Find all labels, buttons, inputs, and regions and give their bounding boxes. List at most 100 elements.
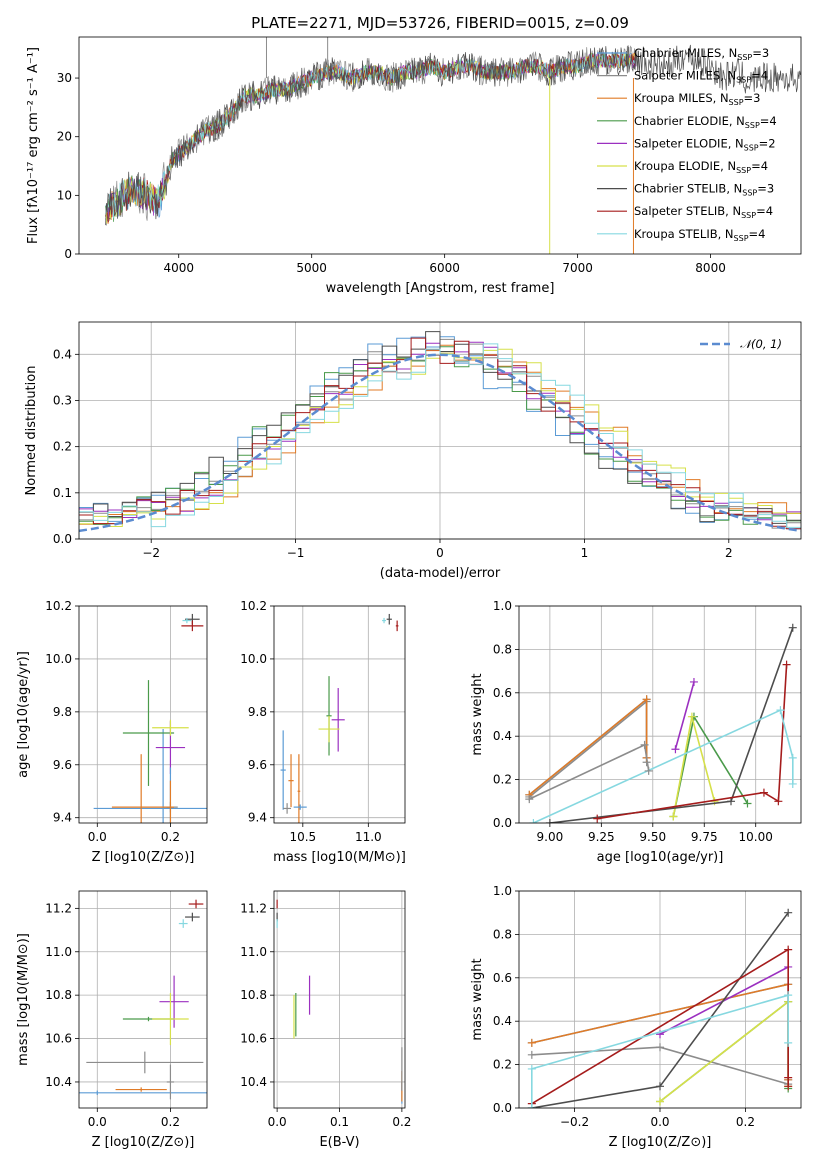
spectrum-legend: Chabrier MILES, NSSP=3 Salpeter MILES, NS…: [597, 46, 777, 243]
weight_vs_age-xlabel: age [log10(age/yr)]: [597, 850, 724, 865]
spectrum-xtick-label: 7000: [562, 261, 593, 275]
mass_vs_EBV-xlabel: E(B-V): [319, 1135, 359, 1150]
weight_vs_age-xtick-label: 9.25: [588, 830, 615, 844]
weight_vs_Z-ytick-label: 0.2: [493, 1058, 512, 1072]
legend-label-count: =4: [756, 204, 773, 218]
weight_vs_age-marker: [774, 797, 783, 806]
weight_vs_Z-marker: [527, 1064, 536, 1073]
age_vs_mass-point: [293, 804, 307, 810]
mass_vs_EBV-xtick-label: 0.2: [392, 1115, 411, 1129]
weight_vs_age-marker: [593, 814, 602, 823]
weight_vs_age-series-8: [533, 709, 794, 823]
age_vs_Z-ylabel: age [log10(age/yr)]: [16, 651, 31, 778]
age_vs_Z-ytick-label: 9.4: [53, 811, 72, 825]
weight_vs_Z-marker: [656, 1082, 664, 1091]
weight_vs_age-marker: [525, 795, 534, 804]
age_vs_mass-point: [382, 617, 387, 624]
legend-label: Salpeter MILES, NSSP=4: [634, 69, 768, 85]
age_vs_mass-ytick-label: 10.2: [240, 599, 267, 613]
legend-label: Kroupa STELIB, NSSP=4: [634, 227, 765, 243]
legend-label: Chabrier ELODIE, NSSP=4: [634, 114, 777, 130]
spectrum-xtick-label: 4000: [163, 261, 194, 275]
age_vs_mass-ytick-label: 10.0: [240, 652, 267, 666]
residuals-xlabel: (data-model)/error: [380, 566, 501, 581]
mass_vs_Z-point: [185, 912, 200, 922]
weight_vs_age-series-1: [528, 699, 648, 798]
legend-label-count: =4: [749, 227, 766, 241]
age_vs_Z-ytick-label: 9.6: [53, 758, 72, 772]
residuals-ytick-label: 0.1: [53, 486, 72, 500]
weight_vs_age-marker: [788, 623, 797, 632]
mass_vs_Z-point: [152, 992, 189, 1046]
residuals-ytick-label: 0.4: [53, 347, 72, 361]
mass_vs_Z-ytick-label: 11.2: [45, 901, 72, 915]
age_vs_Z-xtick-label: 0.2: [161, 830, 180, 844]
age_vs_mass-xtick-label: 10.5: [289, 830, 316, 844]
age_vs_Z-ytick-label: 9.8: [53, 705, 72, 719]
weight_vs_age-xtick-label: 10.00: [739, 830, 773, 844]
weight_vs_Z-marker: [784, 1082, 793, 1091]
age_vs_Z-point: [93, 729, 207, 823]
mass_vs_Z-point: [178, 919, 188, 928]
weight_vs_age-ytick-label: 0.8: [493, 642, 512, 656]
legend-label-sub: SSP: [737, 53, 752, 62]
age_vs_mass-panel: 10.5 11.0 9.4 9.6 9.8 10.0 10.2 mass [log10(M/M…: [240, 599, 406, 865]
legend-label-count: =2: [759, 136, 776, 150]
weight_vs_Z-marker: [784, 945, 793, 954]
weight_vs_age-series-2: [528, 697, 648, 796]
residuals-xtick-label: 0: [436, 546, 444, 560]
mass_vs_EBV-xtick-label: 0.0: [268, 1115, 287, 1129]
weight_vs_age-ytick-label: 0.4: [493, 729, 512, 743]
mass_vs_EBV-ytick-label: 11.2: [240, 901, 267, 915]
weight_vs_Z-ytick-label: 0.6: [493, 971, 512, 985]
spectrum-panel: 4000 5000 6000 7000 8000 0 10 20 30 wavelength [A…: [26, 36, 802, 296]
legend-label: Kroupa ELODIE, NSSP=4: [634, 159, 768, 175]
weight_vs_Z-frame: [518, 890, 802, 1109]
weight_vs_Z-plot-area: [527, 908, 793, 1108]
spectrum-plot-area: [105, 37, 801, 254]
age_vs_Z-xlabel: Z [log10(Z/Z⊙)]: [92, 850, 195, 865]
weight_vs_Z-ytick-label: 1.0: [493, 884, 512, 898]
age_vs_Z-plot-area: [93, 613, 207, 823]
weight_vs_age-xtick-label: 9.00: [537, 830, 564, 844]
mass_vs_Z-point: [159, 975, 189, 1028]
weight_vs_age-series-1: [528, 743, 650, 800]
weight_vs_Z-ytick-label: 0.4: [493, 1014, 512, 1028]
spectrum-ytick-label: 10: [57, 188, 72, 202]
legend-label: Salpeter ELODIE, NSSP=2: [634, 136, 776, 152]
weight_vs_age-marker: [669, 812, 678, 821]
weight_vs_Z-panel: −0.2 0.0 0.2 0.0 0.2 0.4 0.6 0.8 1.0 Z [log10(Z/Z…: [470, 884, 802, 1150]
mass_vs_EBV-ytick-label: 10.8: [240, 988, 267, 1002]
residuals-xtick-label: 2: [725, 546, 733, 560]
age_vs_Z-panel: 0.0 0.2 9.4 9.6 9.8 10.0 10.2 Z [log10(Z/Z⊙)] ag…: [16, 599, 208, 865]
residuals-xtick-label: 1: [581, 546, 589, 560]
age_vs_mass-xlabel: mass [log10(M/M⊙)]: [273, 850, 406, 865]
weight_vs_Z-series-8: [530, 994, 790, 1108]
age_vs_mass-point: [297, 754, 301, 823]
weight_vs_age-ytick-label: 0.6: [493, 686, 512, 700]
mass_vs_Z-panel: 0.0 0.2 10.4 10.6 10.8 11.0 11.2 Z [log10(Z/Z⊙)…: [16, 890, 208, 1150]
mass_vs_Z-xtick-label: 0.2: [161, 1115, 180, 1129]
mass_vs_Z-ytick-label: 11.0: [45, 945, 72, 959]
weight_vs_Z-ytick-label: 0.0: [493, 1101, 512, 1115]
weight_vs_age-marker: [776, 706, 785, 715]
normal-legend-label: 𝒩(0, 1): [740, 337, 782, 351]
weight_vs_age-xtick-label: 9.50: [639, 830, 666, 844]
mass_vs_Z-frame: [78, 890, 208, 1109]
spectrum-series-6: [105, 44, 801, 226]
weight_vs_age-ytick-label: 0.0: [493, 816, 512, 830]
weight_vs_age-marker: [671, 745, 680, 754]
weight_vs_age-marker: [545, 819, 554, 823]
weight_vs_age-ytick-label: 0.2: [493, 773, 512, 787]
age_vs_Z-frame: [78, 605, 208, 824]
mass_vs_EBV-ytick-label: 10.6: [240, 1032, 267, 1046]
weight_vs_age-marker: [759, 788, 768, 797]
weight_vs_Z-marker: [527, 1104, 536, 1108]
mass_vs_Z-plot-area: [79, 899, 207, 1100]
weight_vs_Z-xtick-label: 0.0: [650, 1115, 669, 1129]
legend-label-count: =4: [751, 159, 768, 173]
spectrum-xtick-label: 5000: [296, 261, 327, 275]
weight_vs_Z-marker: [656, 1043, 664, 1052]
weight_vs_Z-marker: [784, 1073, 793, 1082]
